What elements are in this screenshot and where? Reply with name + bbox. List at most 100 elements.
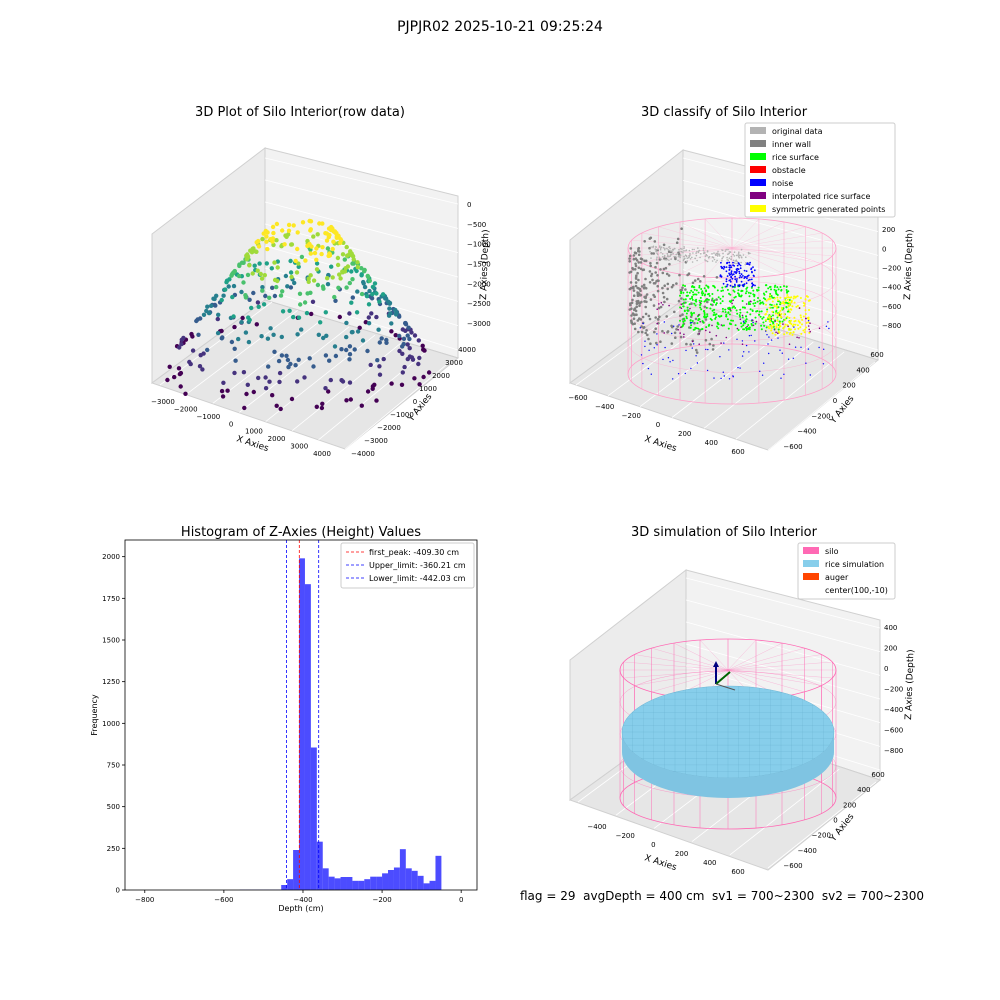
raw-point xyxy=(355,260,360,265)
raw-back-z-gridline xyxy=(264,267,459,327)
cls-inner-wall-point xyxy=(654,271,657,274)
cls-inner-wall-point xyxy=(680,227,683,230)
cls-rice-surface-point xyxy=(745,315,747,318)
cls-rice-surface-point xyxy=(735,309,738,312)
histogram-bar xyxy=(435,855,442,890)
cls-inner-wall-point xyxy=(691,281,695,285)
cls-original-point xyxy=(667,249,669,251)
cls-symmetric-point xyxy=(804,298,807,301)
cls-symmetric-point xyxy=(808,309,810,311)
cls-inner-wall-point xyxy=(640,285,644,288)
cls-noise-point xyxy=(792,357,794,359)
raw-point xyxy=(308,251,313,256)
cls-noise-point xyxy=(750,334,752,337)
cls-symmetric-point xyxy=(771,310,774,313)
raw-point xyxy=(268,326,273,331)
cls-original-point xyxy=(730,255,733,258)
raw-point xyxy=(243,330,249,335)
cls-rice-surface-point xyxy=(689,326,692,329)
simulation-3d-title: 3D simulation of Silo Interior xyxy=(631,525,818,540)
cls-noise-point xyxy=(696,362,699,364)
cls-original-point xyxy=(737,255,740,258)
cls-noise-point xyxy=(663,321,665,323)
cls-original-point xyxy=(697,250,700,252)
cls-noise-point xyxy=(738,270,741,273)
cls-noise-point xyxy=(644,345,646,348)
cls-symmetric-point xyxy=(805,322,808,324)
raw-point xyxy=(267,295,272,300)
cls-interpolated-point xyxy=(736,327,739,330)
cls-rice-surface-point xyxy=(684,298,687,301)
histogram-bar xyxy=(382,873,389,890)
raw-point xyxy=(286,222,292,228)
raw-point xyxy=(280,289,285,294)
raw-point xyxy=(406,325,411,330)
cls-original-point xyxy=(716,255,719,257)
cls-interpolated-point xyxy=(818,327,821,330)
cls-interpolated-point xyxy=(668,304,670,307)
cls-original-point xyxy=(682,259,685,262)
cls-rice-surface-point xyxy=(715,302,718,305)
cls-symmetric-point xyxy=(786,298,789,301)
cls-inner-wall-point xyxy=(641,315,645,319)
raw-point xyxy=(219,297,224,303)
cls-rice-surface-point xyxy=(775,309,778,312)
cls-inner-wall-point xyxy=(656,274,659,277)
cls-original-point xyxy=(679,256,682,259)
cls-symmetric-point xyxy=(775,305,778,308)
cls-interpolated-point xyxy=(683,336,685,338)
cls-noise-point xyxy=(807,320,810,322)
classify-legend-frame xyxy=(744,122,896,218)
raw-point xyxy=(327,358,332,363)
raw-point xyxy=(367,288,372,294)
cls-rice-surface-point xyxy=(695,289,698,292)
raw-point xyxy=(393,312,399,317)
cls-y-tick-label: −400 xyxy=(797,428,816,436)
cls-original-point xyxy=(678,248,680,251)
raw-point xyxy=(377,372,383,377)
cls-rice-surface-point xyxy=(690,312,693,315)
cls-rice-surface-point xyxy=(759,302,762,305)
raw-point xyxy=(365,273,370,279)
raw-point xyxy=(304,310,310,316)
simulation-3d-rice-surface xyxy=(621,685,835,798)
cls-original-point xyxy=(745,262,747,264)
cls-rice-surface-point xyxy=(750,322,753,325)
raw-point xyxy=(277,370,283,376)
raw-point xyxy=(272,260,277,265)
cls-original-point xyxy=(713,258,716,261)
raw-point xyxy=(256,244,262,249)
cls-original-point xyxy=(727,253,729,256)
cls-original-point xyxy=(668,246,671,248)
cls-rice-surface-point xyxy=(726,318,729,321)
histogram-y-tick-label: 1000 xyxy=(102,720,120,728)
raw-point xyxy=(340,269,345,274)
cls-rice-surface-point xyxy=(708,292,710,295)
sim-legend-swatch xyxy=(803,573,819,580)
raw-x-tick-label: −2000 xyxy=(174,405,198,413)
raw-point xyxy=(401,336,407,341)
cls-original-point xyxy=(683,250,685,252)
cls-symmetric-point xyxy=(765,319,767,321)
cls-inner-wall-point xyxy=(630,320,633,324)
cls-rice-surface-point xyxy=(754,322,757,325)
raw-point xyxy=(224,280,229,285)
footer-status-text: flag = 29 avgDepth = 400 cm sv1 = 700~23… xyxy=(520,889,925,903)
cls-rice-surface-point xyxy=(697,319,700,322)
raw-point xyxy=(244,391,249,397)
cls-floor-x-gridline xyxy=(607,311,722,397)
sim-y-tick-label: 600 xyxy=(871,771,884,779)
cls-legend-label: interpolated rice surface xyxy=(772,192,870,201)
cls-inner-wall-point xyxy=(632,317,636,321)
raw-point xyxy=(280,309,286,314)
cls-noise-point xyxy=(747,279,750,282)
cls-inner-wall-point xyxy=(684,288,687,291)
raw-point xyxy=(380,292,386,297)
cls-rice-surface-point xyxy=(737,329,740,331)
cls-x-tick-label: 200 xyxy=(678,430,691,438)
cls-symmetric-point xyxy=(777,330,780,333)
raw-point xyxy=(294,270,300,275)
raw-point xyxy=(375,358,380,363)
sim-legend-label: silo xyxy=(825,547,839,556)
